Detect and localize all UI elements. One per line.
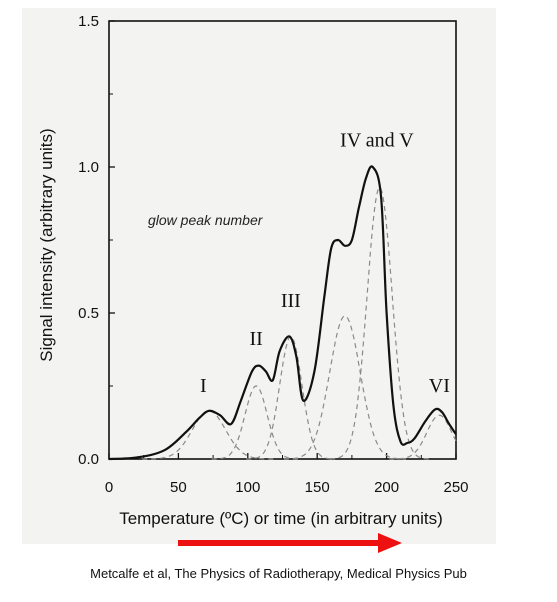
- y-tick-label: 0.0: [78, 451, 99, 468]
- x-tick-label: 100: [235, 479, 260, 496]
- component-peak-IV: [283, 315, 407, 460]
- arrow-head: [378, 533, 402, 553]
- peak-label: I: [200, 375, 207, 397]
- x-tick-label: 150: [305, 479, 330, 496]
- peak-label: VI: [429, 375, 450, 397]
- total-glow-curve: [108, 165, 457, 461]
- direction-arrow: [178, 533, 402, 553]
- peak-label: III: [281, 290, 301, 312]
- axes: 0 50 100 150 200 250 0.0 0.5 1.0 1.5: [78, 13, 468, 496]
- plot-area: [108, 165, 457, 461]
- glow-peak-number-annotation: glow peak number: [148, 212, 264, 228]
- component-peak-I: [142, 410, 276, 460]
- peak-label: II: [249, 328, 262, 350]
- figure-credit: Metcalfe et al, The Physics of Radiother…: [90, 566, 467, 581]
- x-tick-label: 50: [170, 479, 187, 496]
- scanned-figure-background: [22, 8, 496, 544]
- component-peak-VI: [389, 414, 457, 460]
- component-peak-II: [211, 385, 301, 460]
- peak-label: IV and V: [340, 130, 414, 152]
- plot-frame: [108, 20, 457, 460]
- component-peak-V: [329, 186, 430, 460]
- x-tick-label: 250: [443, 479, 468, 496]
- x-axis-title: Temperature (ºC) or time (in arbitrary u…: [119, 509, 443, 528]
- component-peak-III: [246, 335, 336, 460]
- x-tick-label: 200: [374, 479, 399, 496]
- y-tick-label: 0.5: [78, 305, 99, 322]
- x-tick-label: 0: [105, 479, 113, 496]
- y-tick-label: 1.0: [78, 159, 99, 176]
- y-tick-label: 1.5: [78, 13, 99, 30]
- y-axis-title: Signal intensity (arbitrary units): [37, 128, 56, 361]
